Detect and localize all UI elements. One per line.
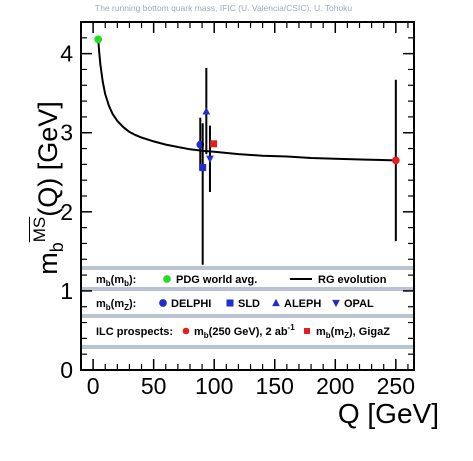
legend-text: m <box>96 298 106 310</box>
legend-text: ): <box>129 274 136 286</box>
x-axis-label: Q [GeV] <box>337 398 439 429</box>
legend-text: (250 GeV), 2 ab <box>209 326 288 338</box>
legend-text: (m <box>111 298 125 310</box>
legend-text: m <box>194 326 204 338</box>
legend-row2-label: mb(mZ): <box>96 298 136 312</box>
legend-ilc-prefix: ILC prospects: <box>96 326 173 338</box>
x-tick-label: 0 <box>87 373 100 399</box>
legend-marker-aleph <box>272 298 280 307</box>
legend-text: (m <box>111 274 125 286</box>
data-point-pdg-world-avg <box>94 35 103 44</box>
legend-marker-pdg <box>163 275 171 283</box>
legend-separator <box>82 266 413 270</box>
y-tick-label: 2 <box>60 199 73 225</box>
legend-marker-ilc-gigaz <box>304 328 310 334</box>
legend-text: ): <box>129 298 136 310</box>
legend-text: b <box>326 331 331 340</box>
legend-separator <box>82 287 413 291</box>
data-point-ilc-m-b-250-gev-2-ab-1 <box>391 156 400 165</box>
x-tick-label: 150 <box>256 373 294 399</box>
legend-text: m <box>96 274 106 286</box>
legend-text: -1 <box>288 323 296 332</box>
legend-row-bg <box>82 270 413 287</box>
legend-item-delphi: DELPHI <box>171 298 211 310</box>
legend-text: (m <box>331 326 345 338</box>
legend-row1-label: mb(mb): <box>96 274 136 288</box>
data-point-ilc-m-b-m-z-gigaz <box>210 140 218 148</box>
legend-row-bg <box>82 291 413 314</box>
x-tick-label: 50 <box>141 373 167 399</box>
legend-text: b <box>106 279 111 288</box>
legend-text: b <box>204 331 209 340</box>
legend-text: b <box>124 279 129 288</box>
legend-text: Z <box>344 331 349 340</box>
y-tick-label: 4 <box>60 41 73 67</box>
x-tick-label: 200 <box>316 373 354 399</box>
legend-ilc-item2: mb(mZ), GigaZ <box>316 326 390 340</box>
credit-line: The running bottom quark mass, IFIC (U. … <box>95 3 353 13</box>
legend-item-sld: SLD <box>238 298 260 310</box>
legend-separator <box>82 345 413 349</box>
legend-item-aleph: ALEPH <box>284 298 321 310</box>
y-tick-label: 3 <box>60 120 73 146</box>
data-point-sld <box>199 164 207 172</box>
y-tick-label: 1 <box>60 278 73 304</box>
y-tick-label: 0 <box>60 357 73 383</box>
legend-item-rg: RG evolution <box>318 274 387 286</box>
x-tick-label: 100 <box>195 373 233 399</box>
data-point-aleph <box>202 107 211 115</box>
x-tick-label: 250 <box>377 373 415 399</box>
data-point-opal <box>206 155 214 164</box>
legend-ilc-item1: mb(250 GeV), 2 ab-1 <box>194 323 295 340</box>
legend-text: m <box>316 326 326 338</box>
legend-text: ), GigaZ <box>349 326 390 338</box>
legend-text: b <box>106 303 111 312</box>
legend-item-opal: OPAL <box>344 298 374 310</box>
legend-marker-delphi <box>159 299 167 307</box>
legend-text: Z <box>124 303 129 312</box>
legend-marker-opal <box>332 299 340 308</box>
legend-marker-sld <box>226 299 234 307</box>
legend-row-bg <box>82 318 413 345</box>
rg-evolution-line <box>97 39 396 162</box>
legend-marker-ilc-250 <box>182 327 190 335</box>
legend-separator <box>82 314 413 318</box>
legend-item-pdg: PDG world avg. <box>176 274 257 286</box>
